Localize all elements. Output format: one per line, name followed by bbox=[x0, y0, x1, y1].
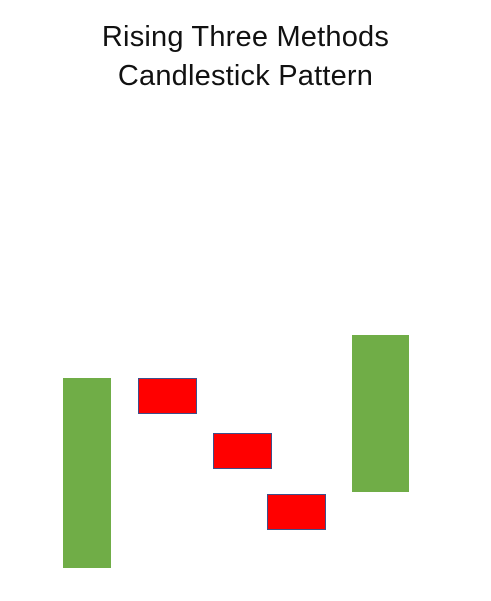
bearish-candle-small-3 bbox=[267, 494, 326, 530]
bearish-candle-small-1 bbox=[138, 378, 197, 414]
diagram-title: Rising Three Methods Candlestick Pattern bbox=[0, 18, 491, 96]
bullish-candle-long-final bbox=[352, 335, 409, 492]
bullish-candle-long-first bbox=[63, 378, 111, 568]
bearish-candle-small-2 bbox=[213, 433, 272, 469]
title-line-1: Rising Three Methods bbox=[101, 21, 390, 53]
title-line-2: Candlestick Pattern bbox=[117, 60, 374, 92]
